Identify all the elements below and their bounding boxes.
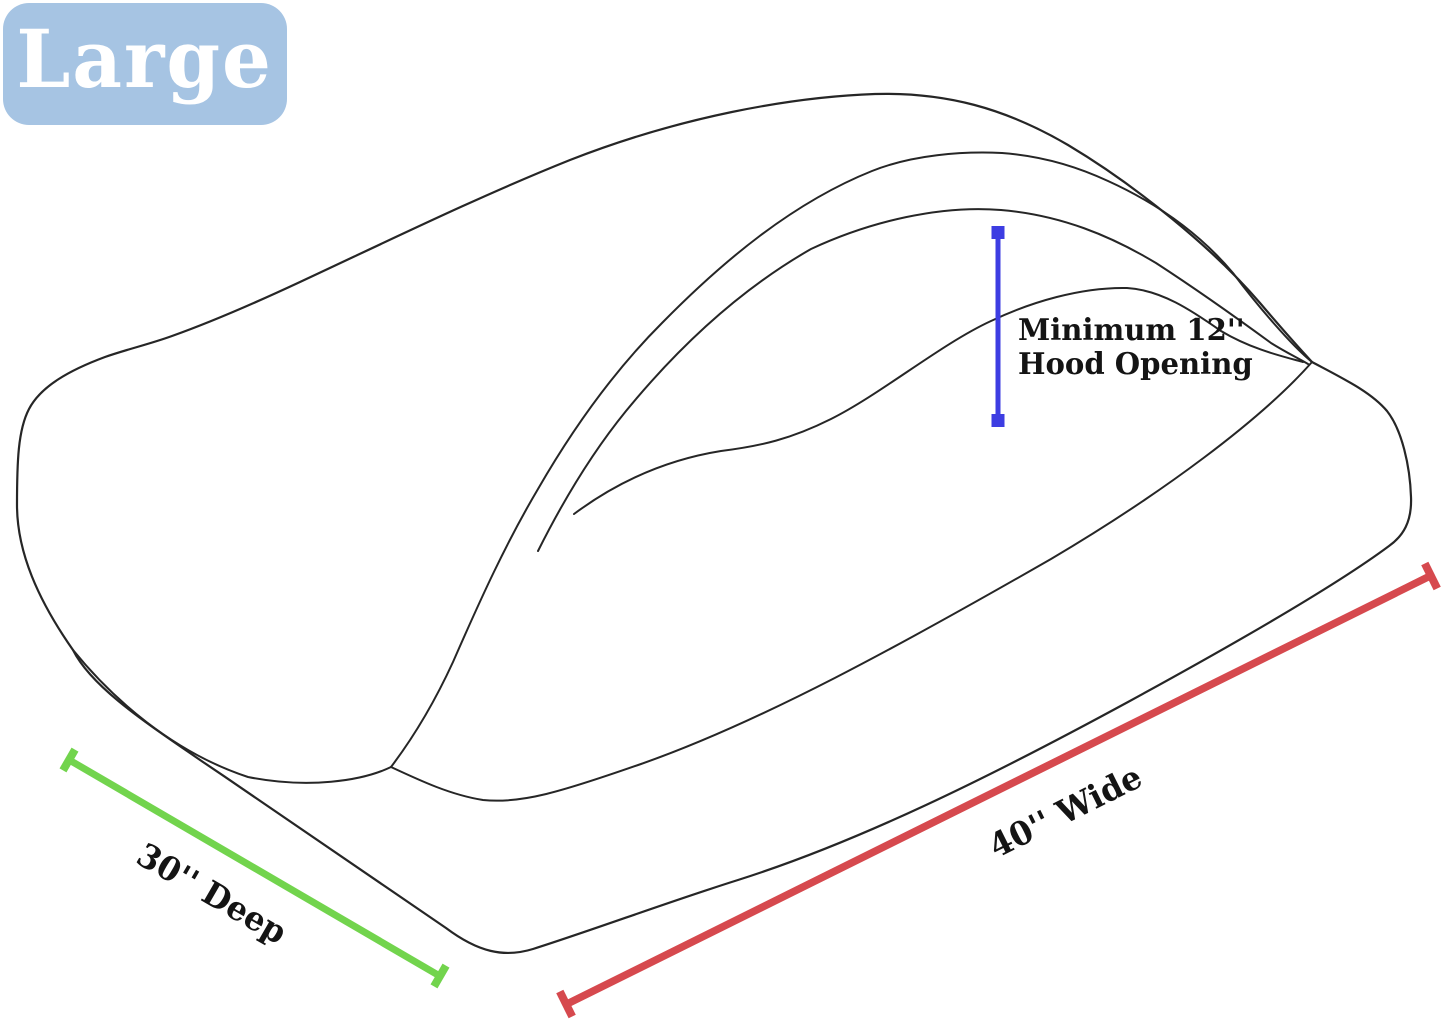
size-badge-label: Large: [16, 12, 274, 106]
hood-opening-back-rim-path: [573, 286, 1304, 515]
hood-rim-outer-path: [390, 151, 1313, 768]
hood-opening-label-line2: Hood Opening: [1018, 347, 1253, 382]
width-dimension-end-cap: [1421, 561, 1441, 591]
base-front-edge-path: [390, 361, 1313, 802]
hood-opening-dimension: [991, 226, 1005, 427]
hood-opening-dimension-bottom-cap: [991, 414, 1005, 427]
bed-silhouette-path: [15, 92, 1413, 955]
hood-opening-label: Minimum 12'' Hood Opening: [1018, 314, 1253, 382]
depth-dimension-end-cap: [430, 963, 450, 989]
width-dimension: [556, 561, 1441, 1019]
hood-rim-inner-path: [537, 208, 1309, 552]
hood-base-seam-path: [72, 649, 392, 784]
hood-opening-dimension-top-cap: [991, 226, 1005, 239]
depth-dimension-line: [69, 757, 440, 979]
bed-line-drawing: [15, 92, 1413, 955]
depth-dimension-start-cap: [59, 747, 79, 773]
width-dimension-line: [567, 573, 1430, 1007]
depth-dimension: [59, 747, 450, 989]
hood-opening-label-line1: Minimum 12'': [1018, 313, 1245, 348]
width-dimension-start-cap: [556, 989, 576, 1019]
size-badge: Large: [3, 3, 287, 125]
